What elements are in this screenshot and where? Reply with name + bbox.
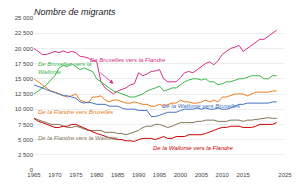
svg-text:1975: 1975 [69,172,83,178]
svg-text:De la Wallonie vers Bruxelles: De la Wallonie vers Bruxelles [162,103,240,109]
svg-text:De la Flandre vers Bruxelles: De la Flandre vers Bruxelles [38,109,113,115]
svg-text:2 500: 2 500 [18,152,34,158]
svg-text:Nombre de migrants: Nombre de migrants [34,7,116,17]
svg-text:1995: 1995 [153,172,167,178]
svg-text:25 000: 25 000 [15,15,34,21]
svg-text:1990: 1990 [132,172,146,178]
svg-text:2015: 2015 [236,172,250,178]
svg-text:22 500: 22 500 [15,30,34,36]
svg-text:0: 0 [30,167,34,173]
svg-text:De la Wallonie vers la Flandre: De la Wallonie vers la Flandre [153,145,234,151]
svg-text:5 000: 5 000 [18,137,34,143]
svg-text:20 000: 20 000 [15,46,34,52]
svg-text:1970: 1970 [48,172,62,178]
svg-text:1965: 1965 [27,172,41,178]
svg-text:2010: 2010 [216,172,230,178]
svg-text:De Bruxelles vers laWallonie: De Bruxelles vers laWallonie [38,61,92,75]
svg-text:17 500: 17 500 [15,61,34,67]
svg-text:De Bruxelles vers la Flandre: De Bruxelles vers la Flandre [90,57,166,63]
svg-text:1985: 1985 [111,172,125,178]
svg-text:15 000: 15 000 [15,76,34,82]
svg-text:1980: 1980 [90,172,104,178]
svg-text:12 500: 12 500 [15,91,34,97]
svg-text:10 000: 10 000 [15,106,34,112]
svg-text:2025: 2025 [278,172,292,178]
svg-text:2005: 2005 [195,172,209,178]
svg-text:2000: 2000 [174,172,188,178]
svg-text:7 500: 7 500 [18,122,34,128]
svg-text:De la Flandre vers la Wallonie: De la Flandre vers la Wallonie [38,135,119,141]
